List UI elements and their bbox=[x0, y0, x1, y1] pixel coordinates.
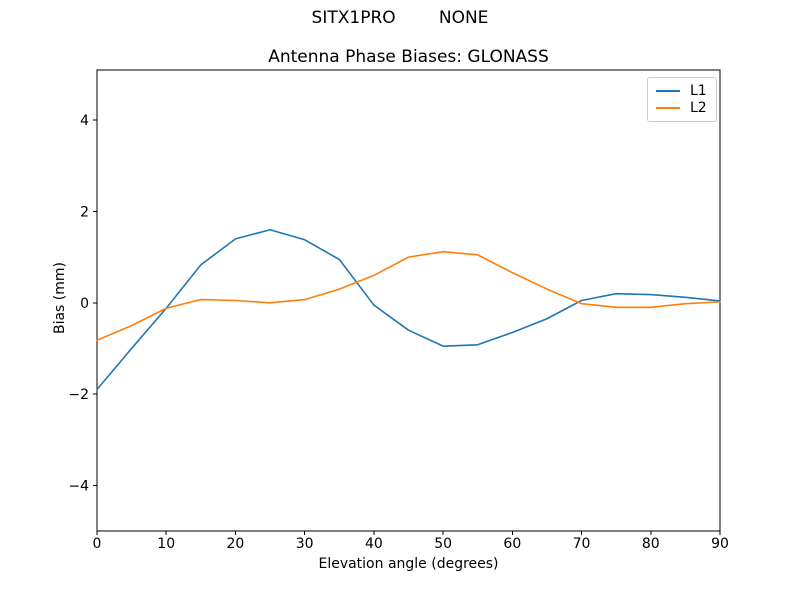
legend-item-l2: L2 bbox=[656, 101, 708, 115]
y-axis-tick-label: −4 bbox=[68, 478, 89, 494]
y-axis-tick-label: 0 bbox=[80, 296, 89, 312]
axes-frame bbox=[96, 69, 721, 532]
x-axis-tick-label: 0 bbox=[93, 536, 102, 552]
x-axis-tick-label: 10 bbox=[157, 536, 175, 552]
legend-item-l1: L1 bbox=[656, 84, 708, 98]
x-axis-tick-label: 40 bbox=[365, 536, 383, 552]
x-axis-tick-label: 50 bbox=[434, 536, 452, 552]
figure-suptitle: SITX1PRO NONE bbox=[311, 8, 489, 28]
legend-line-swatch-l2 bbox=[656, 107, 680, 110]
x-axis-tick-label: 80 bbox=[642, 536, 660, 552]
axes-title: Antenna Phase Biases: GLONASS bbox=[268, 47, 549, 67]
x-axis-tick-label: 70 bbox=[573, 536, 591, 552]
x-axis-tick-label: 90 bbox=[711, 536, 729, 552]
x-axis-tick-label: 60 bbox=[503, 536, 521, 552]
series-line-l1 bbox=[96, 228, 721, 391]
legend-line-swatch-l1 bbox=[656, 89, 680, 92]
legend-label-l1: L1 bbox=[690, 82, 707, 99]
x-axis-tick-label: 20 bbox=[227, 536, 245, 552]
y-axis-tick-label: 4 bbox=[80, 113, 89, 129]
x-axis-label: Elevation angle (degrees) bbox=[318, 556, 499, 572]
y-axis-tick-label: −2 bbox=[68, 387, 89, 403]
x-axis-tick-label: 30 bbox=[296, 536, 314, 552]
series-line-l2 bbox=[96, 250, 721, 342]
legend: L1 L2 bbox=[647, 77, 717, 122]
legend-label-l2: L2 bbox=[690, 100, 707, 117]
y-axis-tick-label: 2 bbox=[80, 204, 89, 220]
y-axis-label: Bias (mm) bbox=[52, 261, 68, 335]
